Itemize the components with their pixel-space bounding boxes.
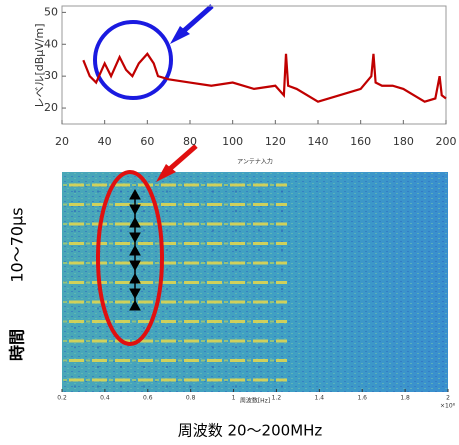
y-tick-label: 20 [44, 101, 58, 114]
period-arrows [129, 188, 141, 311]
x-tick-label: 180 [393, 135, 414, 148]
x-tick-label: 100 [222, 135, 243, 148]
x-tick-label: 60 [140, 135, 154, 148]
spectrogram-streaks [62, 175, 287, 389]
arrowhead [156, 164, 176, 182]
x-tick-label: 1.4 [315, 395, 325, 402]
y-tick-label: 40 [44, 37, 58, 50]
x-axis-label: アンテナ入力 [237, 158, 273, 166]
time-label: 時間 [8, 329, 27, 361]
x-tick-label: 0.4 [100, 395, 110, 402]
highlight-ellipse [96, 170, 164, 346]
y-tick-label: 30 [44, 69, 58, 82]
x-tick-label: 0.2 [57, 395, 67, 402]
x-tick-label: 20 [55, 135, 69, 148]
y-axis-label: レベル[dBμV/m] [33, 23, 46, 108]
highlight-circle [93, 20, 173, 100]
x-tick-label: 200 [436, 135, 457, 148]
x-tick-label: 1.8 [400, 395, 410, 402]
x-tick-label: 120 [265, 135, 286, 148]
plot-area [61, 5, 447, 125]
time-range: 10〜70μs [8, 207, 27, 282]
x-tick-label: 0.8 [186, 395, 196, 402]
x-scale-label: ×10⁸ [440, 403, 456, 410]
x-axis-label: 周波数[Hz] [240, 397, 270, 405]
x-tick-label: 1 [232, 395, 236, 402]
x-tick-label: 80 [183, 135, 197, 148]
x-tick-label: 140 [308, 135, 329, 148]
freq-label: 周波数 20〜200MHz [178, 422, 323, 440]
x-tick-label: 1.6 [357, 395, 367, 402]
x-tick-label: 40 [98, 135, 112, 148]
x-tick-label: 0.6 [143, 395, 153, 402]
x-tick-label: 160 [350, 135, 371, 148]
y-tick-label: 50 [44, 5, 58, 18]
spectrogram [62, 172, 448, 392]
spectrum-line [82, 52, 447, 103]
x-tick-label: 2 [446, 395, 450, 402]
x-tick-label: 1.2 [272, 395, 282, 402]
arrowhead [170, 26, 190, 44]
